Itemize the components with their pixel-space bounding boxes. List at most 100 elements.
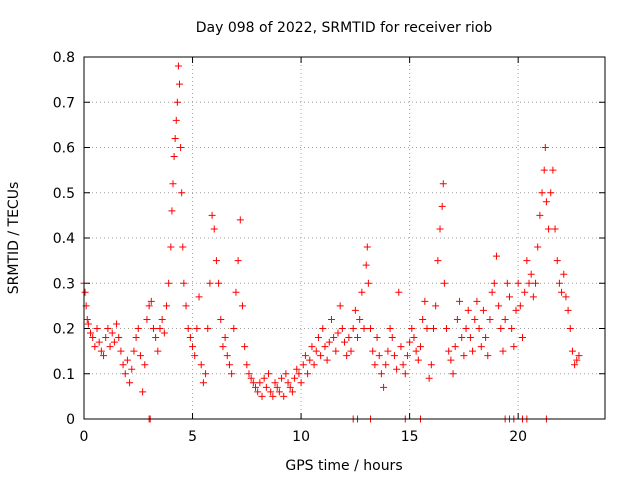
x-axis-ticks: 0 5 10 15 20 — [80, 57, 527, 445]
data-point — [301, 352, 309, 360]
data-point — [529, 293, 537, 301]
data-point — [397, 343, 405, 351]
data-point — [128, 365, 136, 373]
data-point — [288, 388, 296, 396]
data-point — [471, 315, 479, 323]
data-point — [486, 315, 494, 323]
data-point — [447, 356, 455, 364]
data-point — [458, 334, 466, 342]
data-point — [410, 334, 418, 342]
y-axis-label: SRMTID / TECUs — [6, 182, 22, 295]
data-point — [541, 144, 549, 151]
data-point — [323, 356, 331, 364]
data-point — [510, 343, 518, 351]
data-point — [317, 352, 325, 360]
data-point — [262, 383, 270, 391]
data-point — [425, 374, 433, 382]
data-point — [179, 243, 187, 251]
data-point — [388, 334, 396, 342]
data-point — [280, 392, 288, 400]
data-point — [168, 207, 176, 215]
data-point — [306, 356, 314, 364]
data-point — [484, 352, 492, 360]
data-point — [351, 306, 359, 314]
data-point — [499, 347, 507, 355]
data-point — [228, 370, 236, 378]
y-tick-label: 0.4 — [53, 231, 75, 247]
data-point — [516, 302, 524, 310]
data-point — [174, 62, 182, 70]
data-point — [573, 356, 581, 364]
data-point — [236, 216, 244, 224]
x-tick-label: 10 — [292, 429, 310, 445]
data-point — [373, 334, 381, 342]
data-point — [562, 293, 570, 301]
data-point — [254, 388, 262, 396]
data-point — [540, 166, 548, 174]
data-point — [558, 288, 566, 296]
data-point — [356, 315, 364, 323]
data-point — [501, 315, 509, 323]
data-point — [525, 279, 533, 287]
data-point — [184, 325, 192, 332]
data-point — [199, 379, 207, 387]
data-point — [523, 257, 531, 265]
data-point — [464, 306, 472, 314]
data-point — [212, 257, 220, 265]
data-point — [178, 189, 186, 197]
data-point — [134, 325, 142, 332]
data-point — [312, 347, 320, 355]
data-point — [358, 288, 366, 296]
data-point — [191, 352, 199, 360]
data-point — [401, 370, 409, 378]
data-point — [221, 334, 229, 342]
data-point — [505, 293, 513, 301]
data-point — [215, 279, 223, 287]
y-tick-label: 0.1 — [53, 367, 75, 383]
data-point — [551, 225, 559, 233]
data-point — [512, 306, 520, 314]
data-point — [136, 352, 144, 360]
data-point — [449, 370, 457, 378]
data-point — [456, 297, 464, 305]
data-point — [223, 352, 231, 360]
data-point — [87, 329, 95, 337]
data-point — [106, 343, 114, 351]
data-point — [382, 361, 390, 369]
data-point — [393, 365, 401, 373]
data-point — [245, 370, 253, 378]
data-point — [284, 379, 292, 387]
data-point — [126, 379, 134, 387]
data-point — [343, 352, 351, 360]
data-point — [314, 334, 322, 342]
data-point — [210, 225, 218, 233]
data-point — [575, 352, 583, 360]
data-point — [492, 252, 500, 260]
data-point — [299, 361, 307, 369]
data-point — [334, 329, 342, 337]
data-point — [195, 293, 203, 301]
data-point — [217, 315, 225, 323]
data-point — [439, 180, 447, 188]
data-point — [380, 383, 388, 391]
data-point — [534, 243, 542, 251]
data-point — [193, 325, 201, 332]
data-point — [503, 279, 511, 287]
data-point — [341, 338, 348, 346]
data-point — [177, 144, 185, 151]
data-point — [269, 392, 277, 400]
data-point — [219, 343, 227, 351]
data-point — [108, 329, 116, 337]
data-point — [482, 334, 490, 342]
data-point — [180, 279, 188, 287]
data-point — [83, 315, 91, 323]
data-point — [130, 347, 138, 355]
data-point — [538, 189, 546, 197]
data-point — [267, 388, 275, 396]
data-point — [147, 297, 155, 305]
data-point — [249, 379, 257, 387]
data-point — [321, 343, 329, 351]
data-point — [117, 347, 125, 355]
data-point — [549, 166, 557, 174]
